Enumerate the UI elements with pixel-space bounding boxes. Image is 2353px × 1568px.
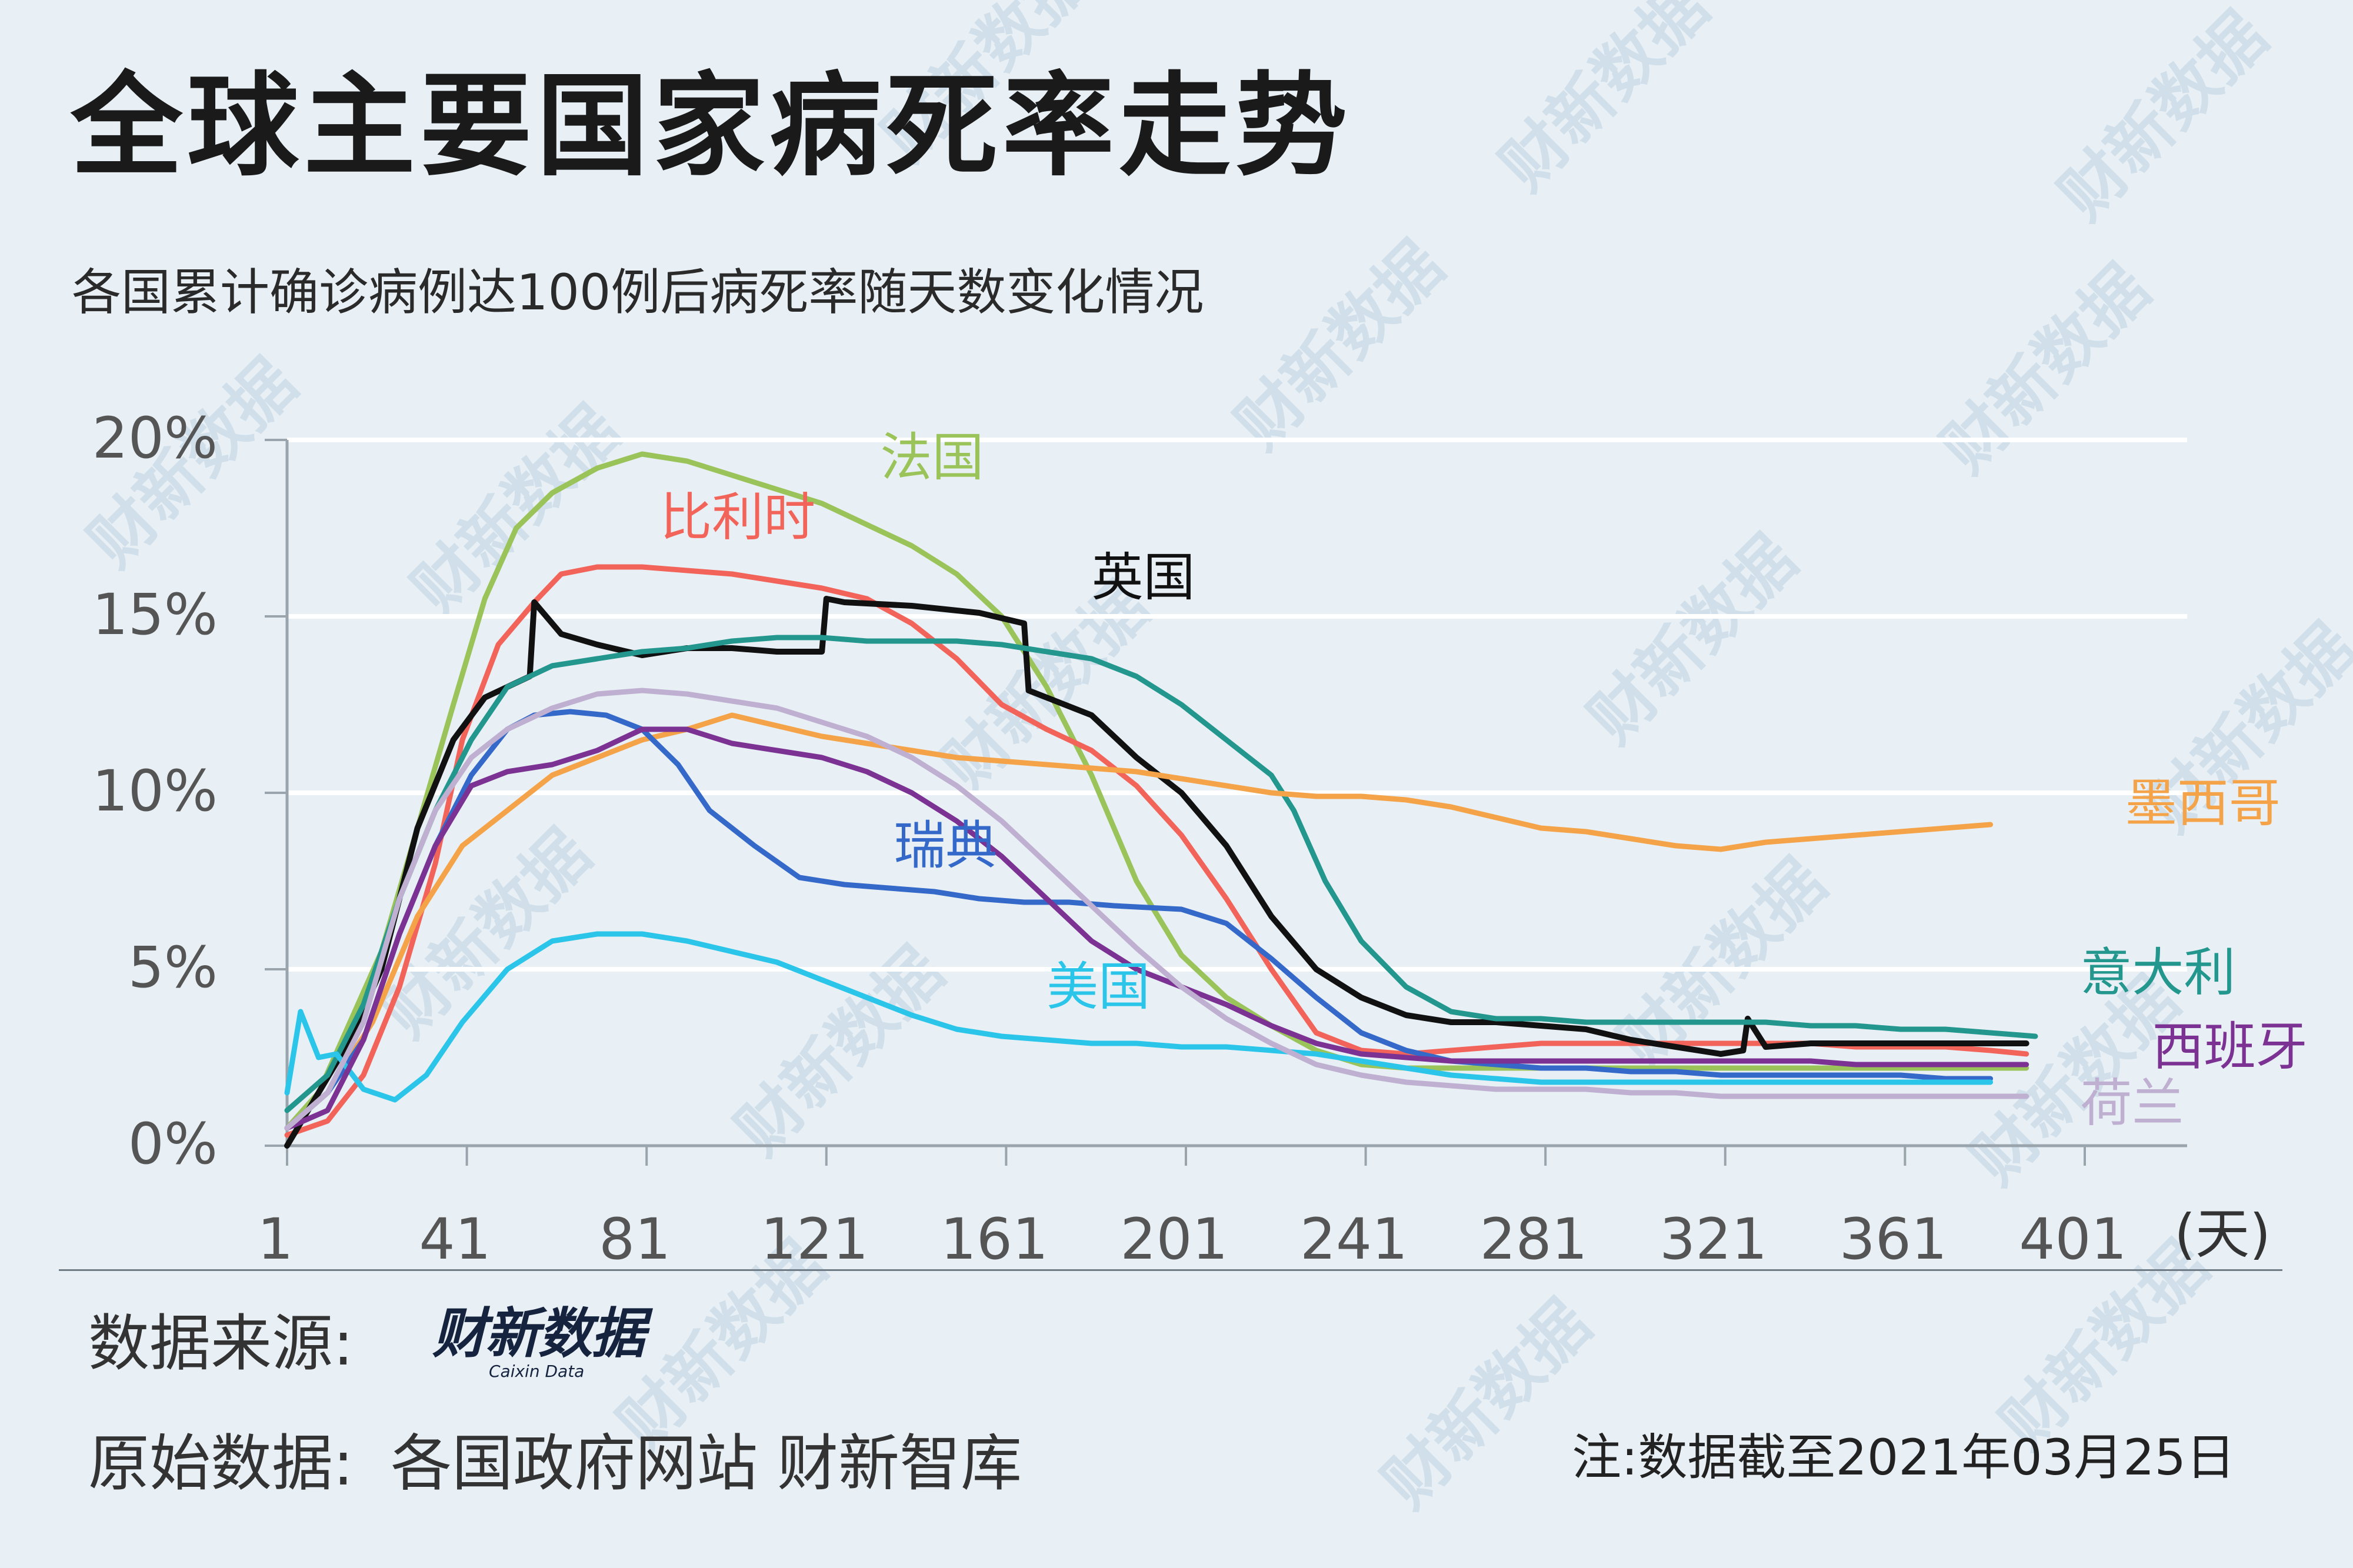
x-tick-label: 401 xyxy=(2019,1206,2127,1272)
raw-data-label: 原始数据: xyxy=(88,1427,354,1499)
series-label: 比利时 xyxy=(660,487,815,548)
series-label: 意大利 xyxy=(2080,942,2235,1003)
raw-data-source: 原始数据: 各国政府网站 财新智库 xyxy=(88,1433,1022,1494)
caixin-logo: 财新数据 Caixin Data xyxy=(432,1302,645,1381)
series-line xyxy=(284,712,1994,1131)
x-tick-label: 81 xyxy=(599,1206,671,1272)
chart-axes: 0% 5% 10% 15% 20% 1 41 81 121 161 201 241 281 321 361 4… xyxy=(92,405,2271,1272)
series-line xyxy=(284,688,2029,1131)
y-tick-label: 20% xyxy=(92,405,218,471)
source-label: 数据来源: xyxy=(88,1307,354,1379)
series-label: 荷兰 xyxy=(2080,1073,2184,1133)
x-tick-label: 121 xyxy=(761,1206,868,1272)
raw-data-value: 各国政府网站 财新智库 xyxy=(391,1427,1022,1499)
x-tick-label: 241 xyxy=(1300,1206,1408,1272)
logo-text-cn: 财新数据 xyxy=(432,1302,645,1365)
x-tick-label: 281 xyxy=(1480,1206,1588,1272)
grid-lines xyxy=(287,438,2187,972)
series-line xyxy=(284,451,2029,1131)
x-tick-label: 161 xyxy=(941,1206,1048,1272)
series-lines xyxy=(284,451,2038,1149)
logo-text-en: Caixin Data xyxy=(489,1362,585,1381)
page-title: 全球主要国家病死率走势 xyxy=(71,61,1352,191)
x-tick-label: 1 xyxy=(257,1206,293,1272)
x-tick-label: 321 xyxy=(1659,1206,1767,1272)
series-label: 法国 xyxy=(880,427,984,488)
y-tick-label: 10% xyxy=(92,758,218,824)
y-tick-label: 0% xyxy=(128,1111,218,1177)
series-label: 墨西哥 xyxy=(2125,773,2281,833)
series-line xyxy=(284,635,2038,1113)
series-line xyxy=(284,931,1994,1103)
y-tick-label: 15% xyxy=(92,582,218,648)
series-label: 西班牙 xyxy=(2152,1016,2308,1077)
x-axis-unit: (天) xyxy=(2174,1203,2271,1266)
x-tick-label: 41 xyxy=(419,1206,491,1272)
series-label: 美国 xyxy=(1046,956,1150,1017)
data-note: 注:数据截至2021年03月25日 xyxy=(1572,1429,2235,1486)
y-tick-label: 5% xyxy=(128,935,218,1000)
series-label: 英国 xyxy=(1092,547,1195,608)
chart-subtitle: 各国累计确诊病例达100例后病死率随天数变化情况 xyxy=(72,263,1204,321)
series-line xyxy=(284,726,2029,1131)
series-line xyxy=(284,564,2029,1138)
x-tick-label: 201 xyxy=(1120,1206,1228,1272)
footer-divider xyxy=(59,1269,2282,1271)
series-label: 瑞典 xyxy=(894,815,997,876)
x-tick-label: 361 xyxy=(1839,1206,1947,1272)
